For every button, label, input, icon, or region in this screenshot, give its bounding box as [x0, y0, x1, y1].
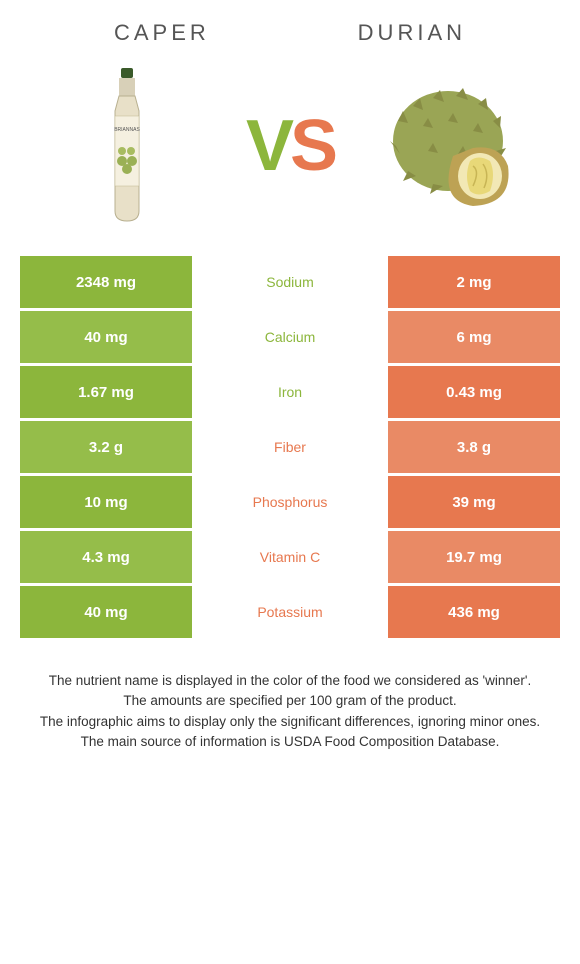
left-value: 40 mg — [20, 311, 192, 363]
right-value: 436 mg — [388, 586, 560, 638]
footer-notes: The nutrient name is displayed in the co… — [0, 641, 580, 752]
vs-label: VS — [246, 105, 334, 187]
table-row: 2348 mgSodium2 mg — [20, 256, 560, 308]
right-value: 2 mg — [388, 256, 560, 308]
left-food-title: Caper — [114, 20, 210, 46]
table-row: 40 mgCalcium6 mg — [20, 311, 560, 363]
right-food-image — [378, 66, 528, 226]
comparison-table: 2348 mgSodium2 mg40 mgCalcium6 mg1.67 mg… — [0, 256, 580, 638]
left-value: 40 mg — [20, 586, 192, 638]
right-value: 6 mg — [388, 311, 560, 363]
nutrient-label: Iron — [192, 366, 388, 418]
left-value: 3.2 g — [20, 421, 192, 473]
nutrient-label: Fiber — [192, 421, 388, 473]
svg-text:BRIANNAS: BRIANNAS — [114, 127, 140, 133]
left-value: 1.67 mg — [20, 366, 192, 418]
table-row: 10 mgPhosphorus39 mg — [20, 476, 560, 528]
right-value: 39 mg — [388, 476, 560, 528]
footer-line: The main source of information is USDA F… — [30, 732, 550, 752]
nutrient-label: Vitamin C — [192, 531, 388, 583]
left-food-image: BRIANNAS — [52, 66, 202, 226]
left-value: 4.3 mg — [20, 531, 192, 583]
right-value: 3.8 g — [388, 421, 560, 473]
nutrient-label: Phosphorus — [192, 476, 388, 528]
table-row: 1.67 mgIron0.43 mg — [20, 366, 560, 418]
nutrient-label: Calcium — [192, 311, 388, 363]
footer-line: The infographic aims to display only the… — [30, 712, 550, 732]
nutrient-label: Potassium — [192, 586, 388, 638]
vs-s: S — [290, 106, 334, 186]
left-value: 10 mg — [20, 476, 192, 528]
right-value: 0.43 mg — [388, 366, 560, 418]
vs-v: V — [246, 106, 290, 186]
footer-line: The amounts are specified per 100 gram o… — [30, 691, 550, 711]
right-food-title: Durian — [358, 20, 466, 46]
table-row: 4.3 mgVitamin C19.7 mg — [20, 531, 560, 583]
right-value: 19.7 mg — [388, 531, 560, 583]
nutrient-label: Sodium — [192, 256, 388, 308]
table-row: 3.2 gFiber3.8 g — [20, 421, 560, 473]
left-value: 2348 mg — [20, 256, 192, 308]
footer-line: The nutrient name is displayed in the co… — [30, 671, 550, 691]
table-row: 40 mgPotassium436 mg — [20, 586, 560, 638]
